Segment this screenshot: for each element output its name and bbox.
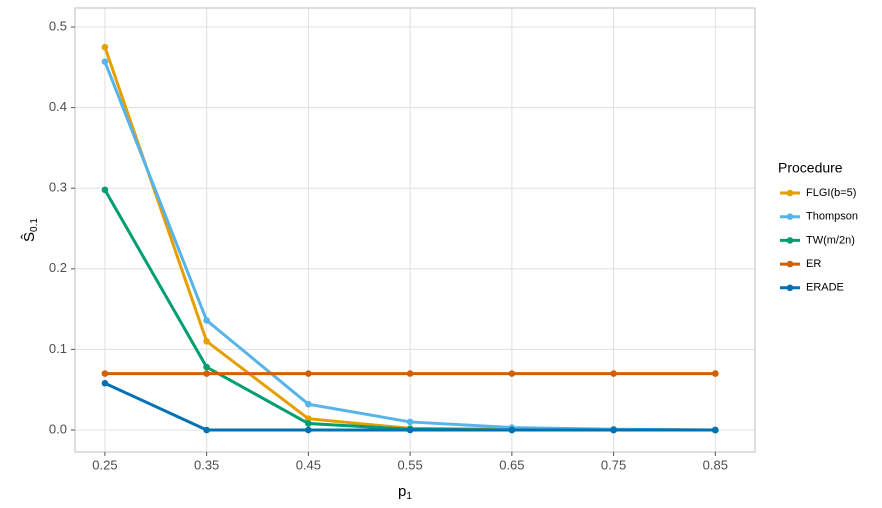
data-point: [101, 186, 109, 194]
x-tick-label: 0.45: [296, 457, 321, 472]
data-point: [508, 370, 516, 377]
data-point: [610, 426, 617, 434]
data-point: [508, 426, 516, 434]
legend-label: Thompson: [806, 211, 858, 223]
x-label-main: p: [398, 483, 406, 500]
data-point: [305, 400, 312, 408]
x-tick-label: 0.35: [194, 457, 219, 472]
legend-key-point: [786, 237, 794, 244]
grid: [75, 8, 755, 452]
data-point: [305, 415, 312, 423]
y-label-sub: 0.1: [29, 218, 40, 232]
data-point: [101, 370, 109, 377]
legend-label: ERADE: [806, 282, 844, 294]
x-axis-label: p1: [398, 483, 412, 502]
legend-label: ER: [806, 258, 821, 270]
data-point: [305, 426, 312, 434]
y-tick-label: 0.0: [49, 421, 67, 436]
x-label-sub: 1: [406, 491, 412, 502]
data-point: [305, 370, 312, 377]
legend-key-point: [786, 260, 794, 268]
legend-label: FLGI(b=5): [806, 187, 856, 199]
data-point: [101, 379, 109, 387]
y-tick-label: 0.4: [49, 99, 67, 114]
y-tick-label: 0.3: [49, 180, 67, 195]
x-tick-label: 0.75: [601, 457, 626, 472]
data-point: [203, 363, 210, 371]
y-tick-label: 0.5: [49, 18, 67, 33]
legend-title: Procedure: [778, 160, 843, 176]
data-point: [305, 420, 312, 427]
x-tick-label: 0.65: [499, 457, 524, 472]
data-point: [203, 426, 210, 434]
x-tick-label: 0.85: [703, 457, 728, 472]
data-point: [101, 58, 109, 65]
data-point: [712, 370, 719, 377]
y-tick-label: 0.2: [49, 260, 67, 275]
legend-label: TW(m/2n): [806, 234, 855, 246]
data-point: [610, 370, 617, 377]
y-tick-label: 0.1: [49, 341, 67, 356]
data-point: [203, 370, 210, 377]
y-label-main: Ŝ: [21, 232, 38, 242]
x-tick-label: 0.55: [397, 457, 422, 472]
legend-key-point: [786, 213, 794, 220]
data-point: [406, 426, 414, 434]
data-point: [203, 338, 210, 345]
data-point: [203, 317, 210, 324]
data-point: [406, 418, 414, 426]
data-point: [101, 43, 109, 51]
data-point: [406, 370, 414, 377]
y-axis-label: Ŝ0.1: [21, 218, 40, 242]
x-tick-label: 0.25: [92, 457, 117, 472]
data-point: [712, 426, 719, 434]
legend-key-point: [786, 189, 794, 197]
legend-key-point: [786, 284, 794, 292]
panel-border: [74, 7, 756, 453]
